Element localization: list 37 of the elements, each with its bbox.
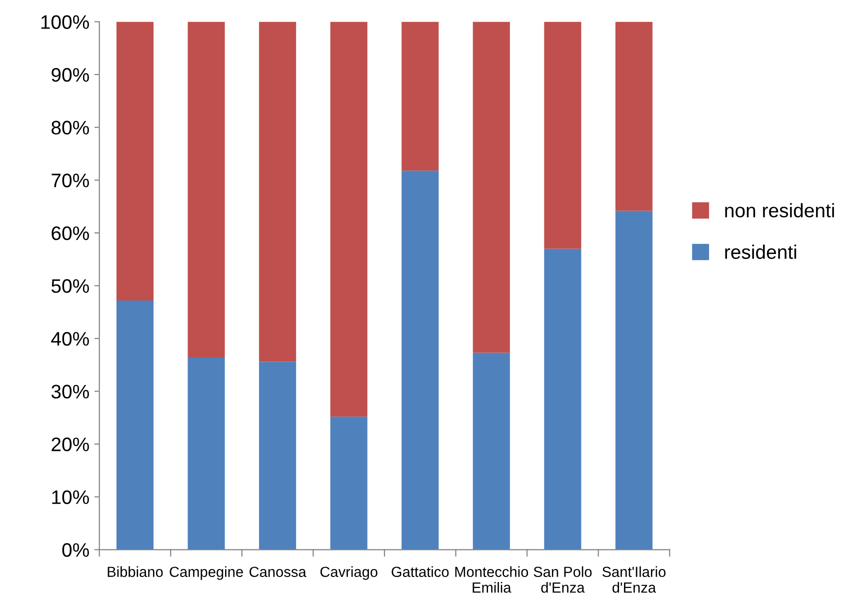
- x-tick-label: Bibbiano: [108, 566, 163, 578]
- x-tick-label: Montecchio Emilia: [455, 566, 528, 593]
- y-tick-label: 0%: [62, 543, 89, 557]
- y-tick-label: 50%: [52, 279, 89, 293]
- bar: [116, 22, 154, 300]
- bar: [116, 300, 154, 550]
- legend-label: non residenti: [725, 203, 834, 218]
- x-tick-label: Canossa: [250, 566, 306, 578]
- y-tick-label: 90%: [52, 68, 89, 82]
- y-tick-label: 30%: [51, 384, 89, 399]
- bar: [472, 22, 510, 353]
- bar: [472, 352, 510, 550]
- legend-label: residenti: [725, 244, 796, 259]
- bar: [615, 22, 652, 211]
- x-tick-label: Cavriago: [320, 566, 378, 580]
- bar: [402, 170, 439, 550]
- bar: [544, 22, 582, 249]
- y-tick-label: 80%: [52, 120, 89, 135]
- bar: [330, 416, 368, 550]
- bar: [402, 22, 439, 171]
- bar: [615, 210, 652, 550]
- x-tick-label: Gattatico: [392, 566, 449, 578]
- x-tick-label: San Polo d'Enza: [534, 566, 592, 593]
- y-tick-label: 60%: [52, 226, 89, 240]
- x-tick-label: Sant'Ilario d'Enza: [602, 566, 666, 593]
- x-tick-label: Campegine: [170, 566, 243, 580]
- bar: [188, 357, 225, 550]
- y-tick-label: 70%: [52, 174, 89, 188]
- bar: [544, 248, 582, 550]
- bar: [259, 22, 296, 362]
- y-tick-label: 10%: [52, 490, 89, 504]
- bar: [188, 22, 225, 358]
- y-tick-label: 40%: [51, 332, 89, 346]
- y-tick-label: 20%: [52, 438, 89, 452]
- bar: [259, 362, 296, 550]
- y-tick-label: 100%: [41, 15, 89, 29]
- bar: [330, 22, 368, 417]
